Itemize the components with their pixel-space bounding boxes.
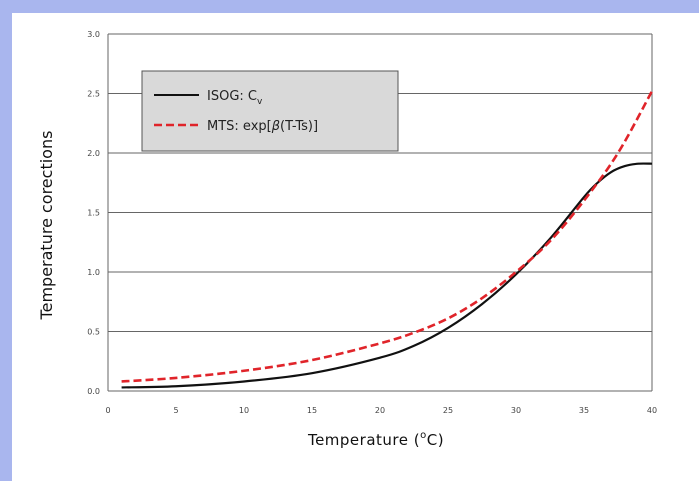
y-tick-label-1: 0.5 (87, 328, 100, 337)
x-tick-label-1: 5 (173, 406, 178, 415)
series-line-mts (121, 90, 654, 383)
x-tick-label-2: 10 (239, 406, 249, 415)
y-tick-label-6: 3.0 (87, 30, 100, 39)
legend-box (141, 70, 399, 152)
y-tick-label-2: 1.0 (87, 268, 100, 277)
y-axis-title: Temperature corections (37, 131, 56, 321)
y-tick-label-4: 2.0 (87, 149, 100, 158)
legend: ISOG: Cv MTS: exp[β(T-Ts)] (141, 70, 399, 152)
series-line-isog (121, 162, 653, 389)
x-tick-label-6: 30 (511, 406, 521, 415)
y-tick-label-3: 1.5 (87, 209, 100, 218)
x-tick-label-3: 15 (307, 406, 317, 415)
temperature-correction-chart: 0.0 0.5 1.0 1.5 2.0 2.5 3.0 0 5 10 15 20 25 30 35 40 I… (37, 30, 657, 449)
legend-label-isog: ISOG: Cv (207, 89, 263, 107)
x-axis-ticks: 0 5 10 15 20 25 30 35 40 (105, 406, 657, 415)
x-tick-label-4: 20 (375, 406, 385, 415)
x-axis-title: Temperature (oC) (307, 430, 444, 449)
y-axis-ticks: 0.0 0.5 1.0 1.5 2.0 2.5 3.0 (87, 30, 100, 396)
slide-panel: 0.0 0.5 1.0 1.5 2.0 2.5 3.0 0 5 10 15 20 25 30 35 40 I… (12, 13, 699, 481)
x-tick-label-0: 0 (105, 406, 110, 415)
legend-label-mts: MTS: exp[β(T-Ts)] (207, 119, 318, 134)
y-tick-label-5: 2.5 (87, 90, 100, 99)
x-tick-label-8: 40 (647, 406, 657, 415)
x-tick-label-5: 25 (443, 406, 453, 415)
x-tick-label-7: 35 (579, 406, 589, 415)
y-tick-label-0: 0.0 (87, 387, 100, 396)
series-lines (121, 90, 654, 389)
